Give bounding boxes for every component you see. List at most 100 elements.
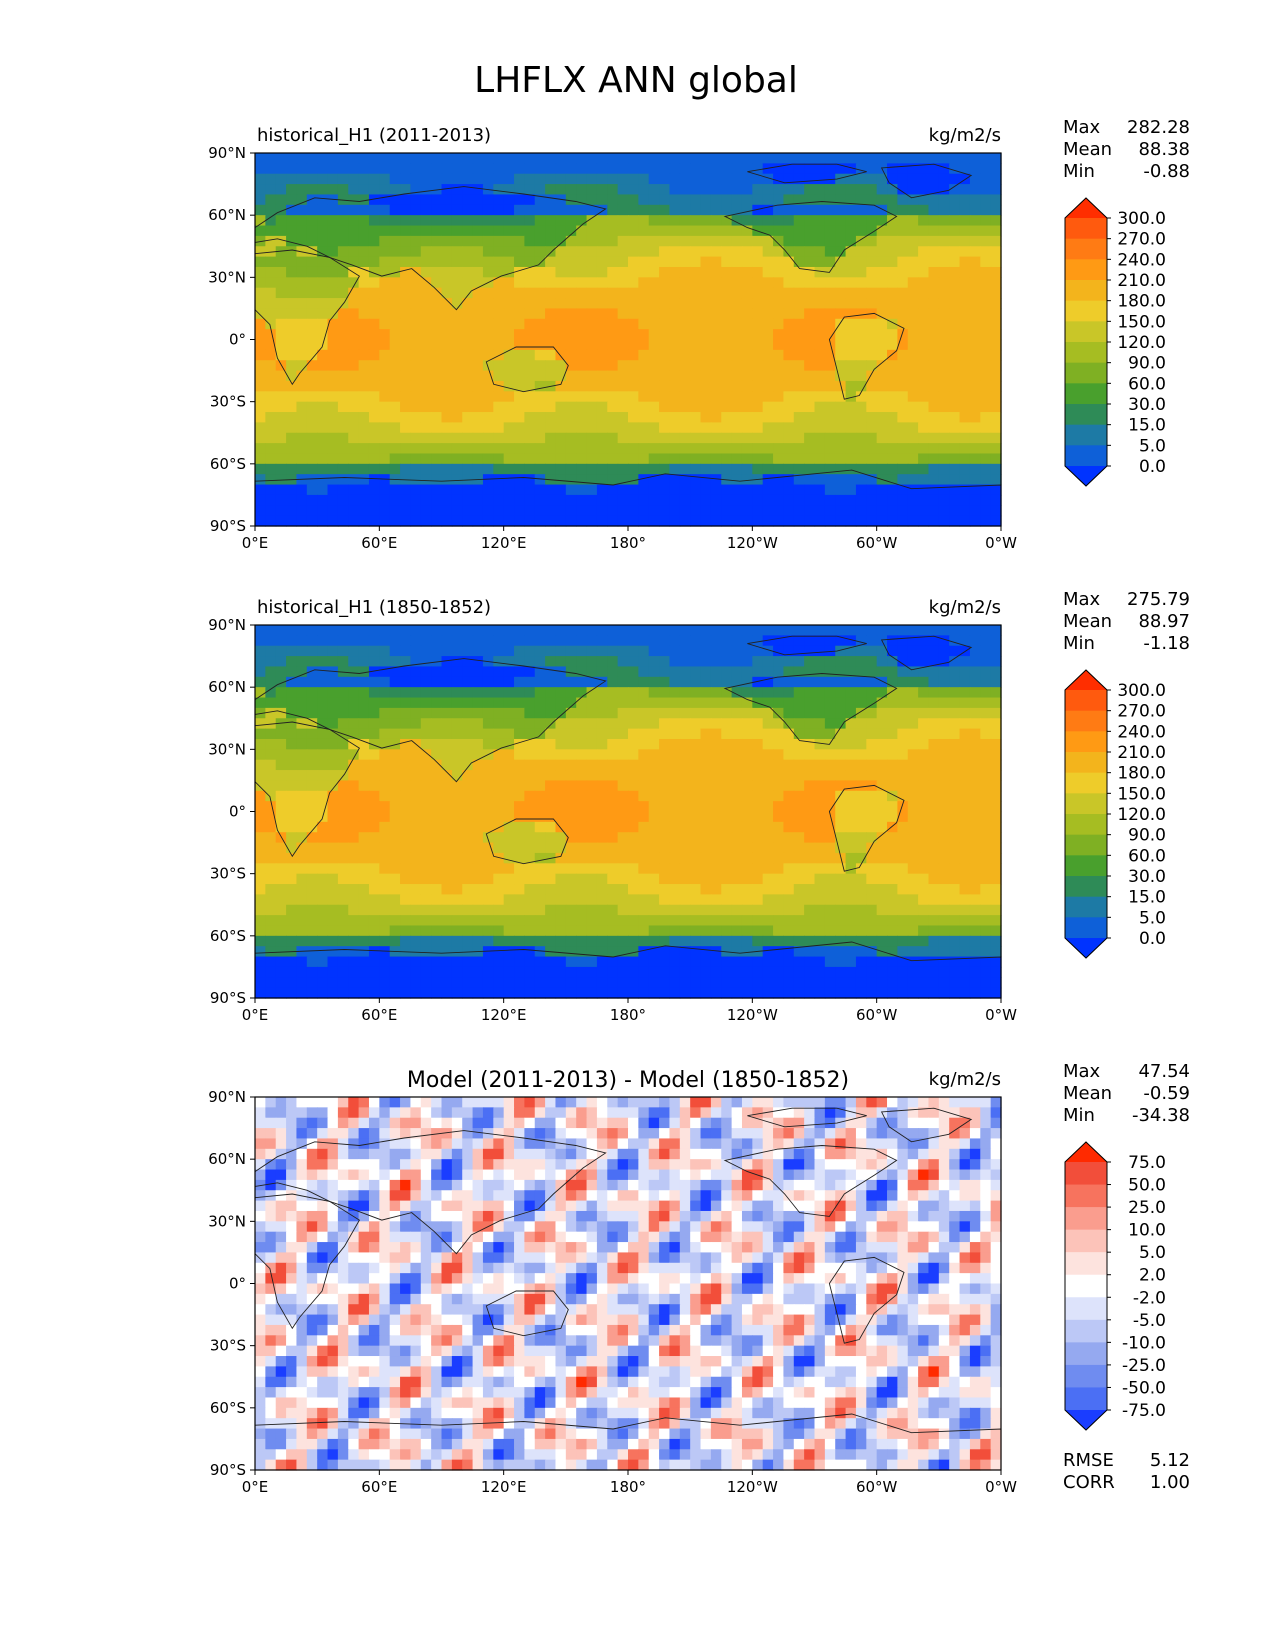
map-cell — [628, 645, 639, 657]
map-cell — [576, 339, 588, 351]
map-cell — [814, 946, 826, 958]
map-cell — [545, 687, 557, 699]
map-cell — [503, 443, 515, 455]
map-cell — [721, 873, 733, 885]
map-cell — [804, 625, 816, 636]
map-cell — [482, 676, 494, 688]
map-cell — [431, 707, 443, 719]
map-cell — [576, 894, 588, 906]
map-cell — [607, 707, 619, 719]
map-cell — [286, 738, 298, 750]
map-cell — [451, 749, 463, 761]
map-cell — [628, 749, 639, 761]
map-cell — [514, 759, 525, 771]
map-cell — [607, 318, 619, 330]
map-cell — [659, 946, 671, 958]
map-cell — [855, 453, 867, 465]
map-cell — [814, 676, 826, 688]
map-cell — [887, 266, 898, 278]
map-cell — [783, 935, 795, 947]
map-cell — [493, 780, 505, 792]
map-cell — [596, 645, 608, 657]
map-cell — [866, 925, 878, 937]
map-cell — [700, 360, 712, 372]
map-cell — [773, 884, 785, 895]
map-cell — [358, 707, 370, 719]
map-cell — [876, 308, 888, 320]
map-cell — [317, 401, 329, 413]
map-cell — [752, 184, 764, 196]
map-cell — [752, 821, 764, 833]
map-cell — [762, 935, 774, 947]
map-cell — [617, 266, 629, 278]
map-cell — [814, 811, 826, 823]
map-cell — [514, 863, 525, 875]
map-cell — [907, 494, 919, 506]
map-cell — [866, 738, 878, 750]
map-cell — [451, 625, 463, 636]
map-cell — [420, 339, 432, 351]
map-cell — [679, 707, 691, 719]
map-cell — [990, 780, 1002, 792]
map-cell — [700, 645, 712, 657]
map-cell — [368, 666, 380, 678]
map-cell — [358, 401, 370, 413]
map-cell — [866, 697, 878, 709]
map-cell — [679, 422, 691, 434]
map-cell — [814, 801, 826, 813]
map-cell — [793, 707, 805, 719]
map-cell — [918, 904, 930, 916]
map-cell — [669, 215, 681, 227]
map-cell — [752, 453, 764, 465]
map-cell — [721, 432, 733, 444]
map-cell — [783, 505, 795, 517]
map-cell — [534, 391, 546, 403]
map-cell — [721, 811, 733, 823]
map-cell — [824, 412, 836, 423]
map-cell — [586, 277, 598, 289]
map-cell — [389, 935, 401, 947]
map-cell — [659, 370, 671, 382]
map-cell — [731, 298, 743, 310]
map-cell — [420, 370, 432, 382]
map-cell — [545, 656, 557, 668]
map-cell — [462, 318, 474, 330]
map-cell — [897, 453, 909, 465]
map-cell — [265, 935, 277, 947]
panel-title: historical_H1 (2011-2013) — [257, 125, 491, 146]
map-cell — [358, 770, 370, 782]
map-cell — [980, 780, 992, 792]
map-cell — [835, 194, 847, 206]
map-cell — [441, 515, 453, 527]
map-cell — [659, 463, 671, 475]
map-cell — [835, 360, 847, 372]
map-cell — [358, 728, 370, 740]
map-cell — [368, 277, 380, 289]
map-cell — [752, 463, 764, 475]
map-cell — [472, 759, 484, 771]
map-cell — [607, 246, 619, 258]
map-cell — [534, 184, 546, 196]
map-cell — [741, 391, 753, 403]
map-cell — [752, 256, 764, 268]
map-cell — [783, 215, 795, 227]
map-cell — [296, 915, 308, 927]
map-cell — [628, 173, 639, 185]
map-cell — [607, 505, 619, 517]
map-cell — [897, 173, 909, 185]
map-cell — [524, 738, 536, 750]
map-cell — [897, 801, 909, 813]
map-cell — [990, 173, 1002, 185]
map-cell — [514, 308, 525, 320]
map-cell — [337, 153, 349, 164]
map-cell — [420, 625, 432, 636]
map-cell — [845, 935, 857, 947]
map-cell — [731, 832, 743, 844]
map-cell — [493, 484, 505, 496]
map-cell — [348, 821, 360, 833]
map-cell — [918, 474, 930, 486]
map-cell — [576, 915, 588, 927]
map-cell — [420, 635, 432, 647]
map-cell — [576, 749, 588, 761]
map-cell — [524, 780, 536, 792]
